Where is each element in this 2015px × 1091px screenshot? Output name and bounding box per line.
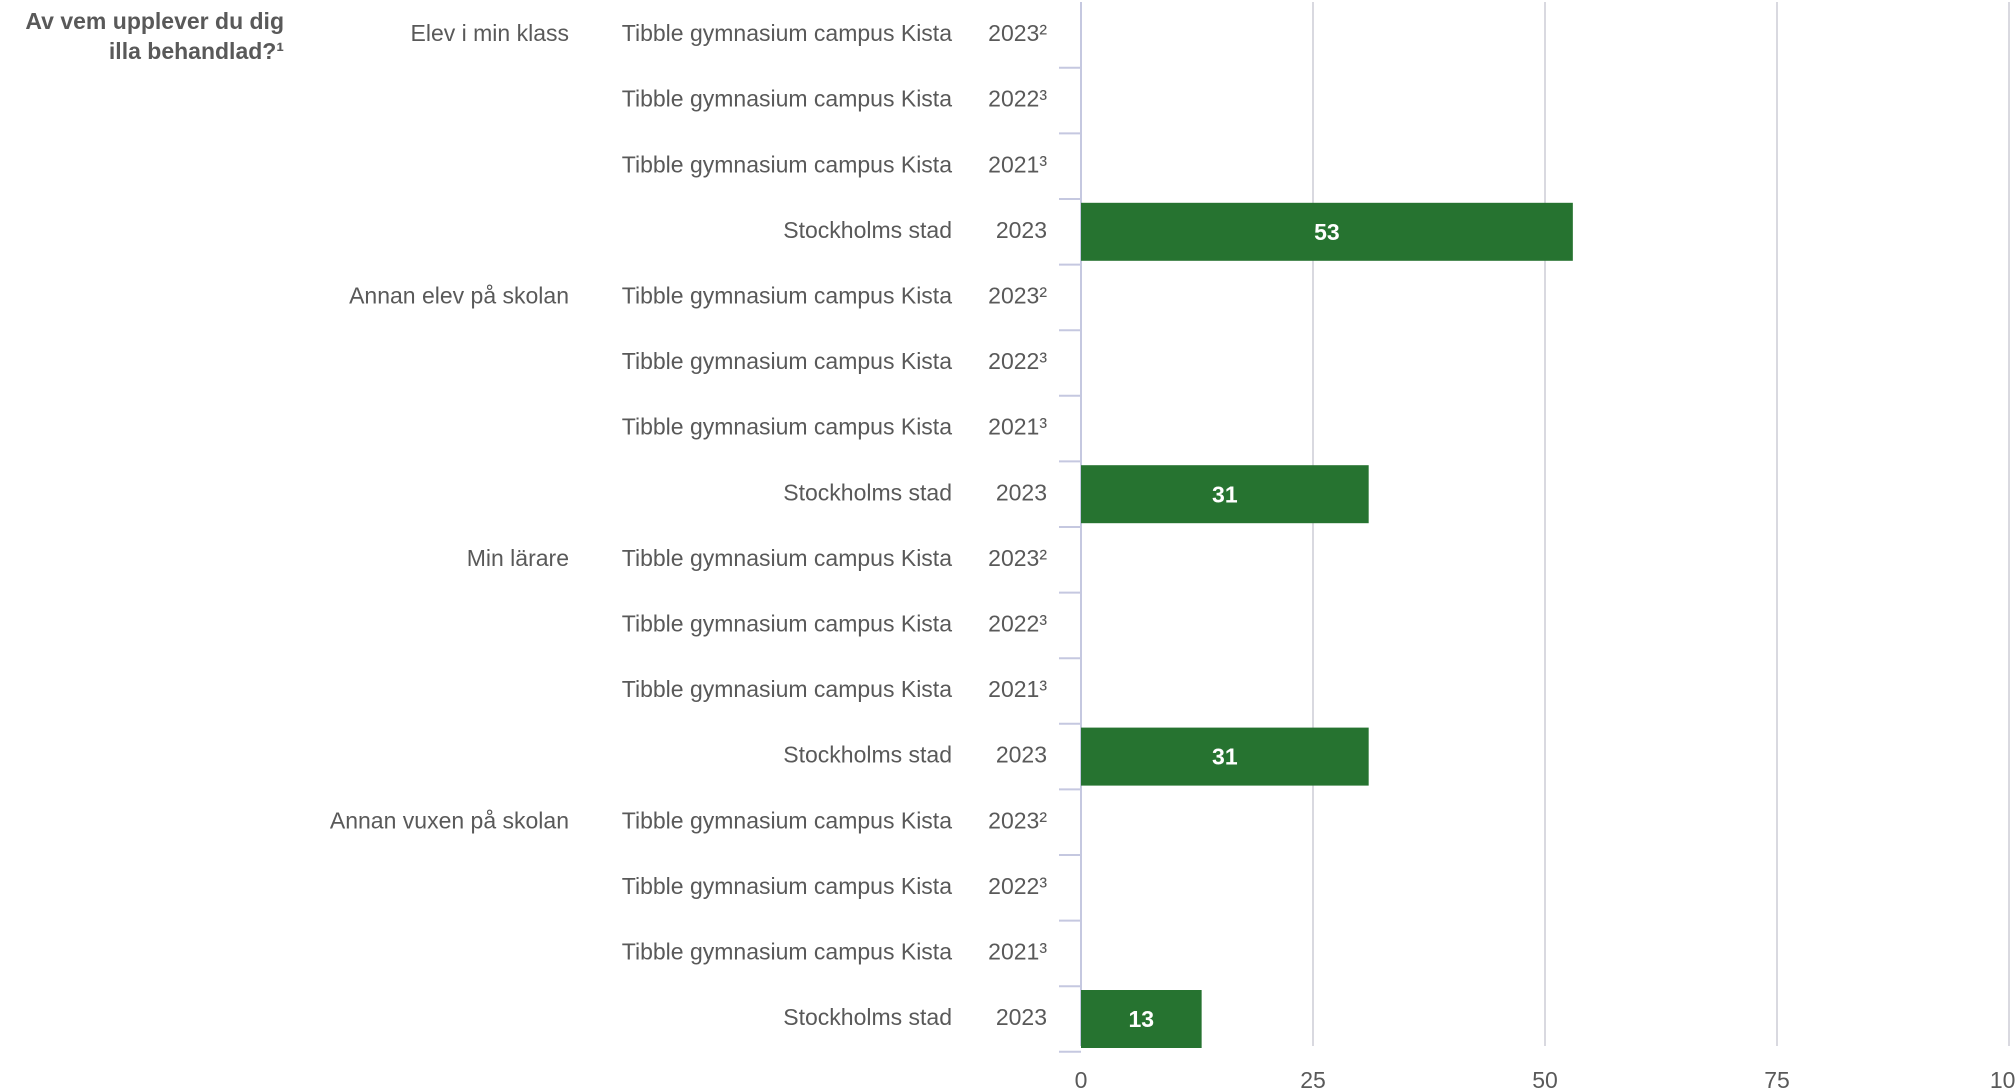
category-label: Tibble gymnasium campus Kista	[622, 282, 952, 308]
category-label: Stockholms stad	[783, 1004, 952, 1030]
category-label: Tibble gymnasium campus Kista	[622, 20, 952, 46]
category-label: Tibble gymnasium campus Kista	[622, 938, 952, 964]
chart-title: Av vem upplever du dig illa behandlad?¹	[25, 8, 284, 64]
category-label: Stockholms stad	[783, 217, 952, 243]
x-tick-label: 75	[1764, 1067, 1790, 1091]
year-label: 2023²	[988, 20, 1047, 46]
category-label: Tibble gymnasium campus Kista	[622, 873, 952, 899]
year-label: 2022³	[988, 86, 1047, 112]
bar	[1081, 990, 1202, 1048]
category-label: Stockholms stad	[783, 742, 952, 768]
category-label: Tibble gymnasium campus Kista	[622, 414, 952, 440]
year-label: 2021³	[988, 676, 1047, 702]
year-label: 2023²	[988, 807, 1047, 833]
year-label: 2021³	[988, 414, 1047, 440]
data-label: 53	[1314, 219, 1340, 245]
data-label: 31	[1212, 481, 1238, 507]
data-label: 13	[1129, 1006, 1155, 1032]
group-label: Annan vuxen på skolan	[330, 807, 569, 833]
year-label: 2023	[996, 742, 1047, 768]
bar	[1081, 465, 1369, 524]
group-label: Min lärare	[467, 545, 569, 571]
year-label: 2023	[996, 217, 1047, 243]
x-tick-label: 0	[1075, 1067, 1088, 1091]
year-label: 2023²	[988, 545, 1047, 571]
year-label: 2022³	[988, 348, 1047, 374]
year-label: 2022³	[988, 873, 1047, 899]
year-label: 2021³	[988, 151, 1047, 177]
x-tick-label: 25	[1300, 1067, 1326, 1091]
x-tick-label: 100	[1990, 1067, 2015, 1091]
category-label: Tibble gymnasium campus Kista	[622, 86, 952, 112]
category-label: Stockholms stad	[783, 479, 952, 505]
category-label: Tibble gymnasium campus Kista	[622, 348, 952, 374]
category-label: Tibble gymnasium campus Kista	[622, 676, 952, 702]
data-label: 31	[1212, 744, 1238, 770]
year-label: 2023²	[988, 282, 1047, 308]
bar	[1081, 202, 1573, 261]
category-label: Tibble gymnasium campus Kista	[622, 610, 952, 636]
group-label: Elev i min klass	[411, 20, 569, 46]
year-label: 2021³	[988, 938, 1047, 964]
x-tick-label: 50	[1532, 1067, 1558, 1091]
year-label: 2023	[996, 479, 1047, 505]
category-label: Tibble gymnasium campus Kista	[622, 151, 952, 177]
category-label: Tibble gymnasium campus Kista	[622, 545, 952, 571]
year-label: 2023	[996, 1004, 1047, 1030]
bar	[1081, 727, 1369, 786]
category-label: Tibble gymnasium campus Kista	[622, 807, 952, 833]
group-label: Annan elev på skolan	[349, 282, 569, 308]
year-label: 2022³	[988, 610, 1047, 636]
